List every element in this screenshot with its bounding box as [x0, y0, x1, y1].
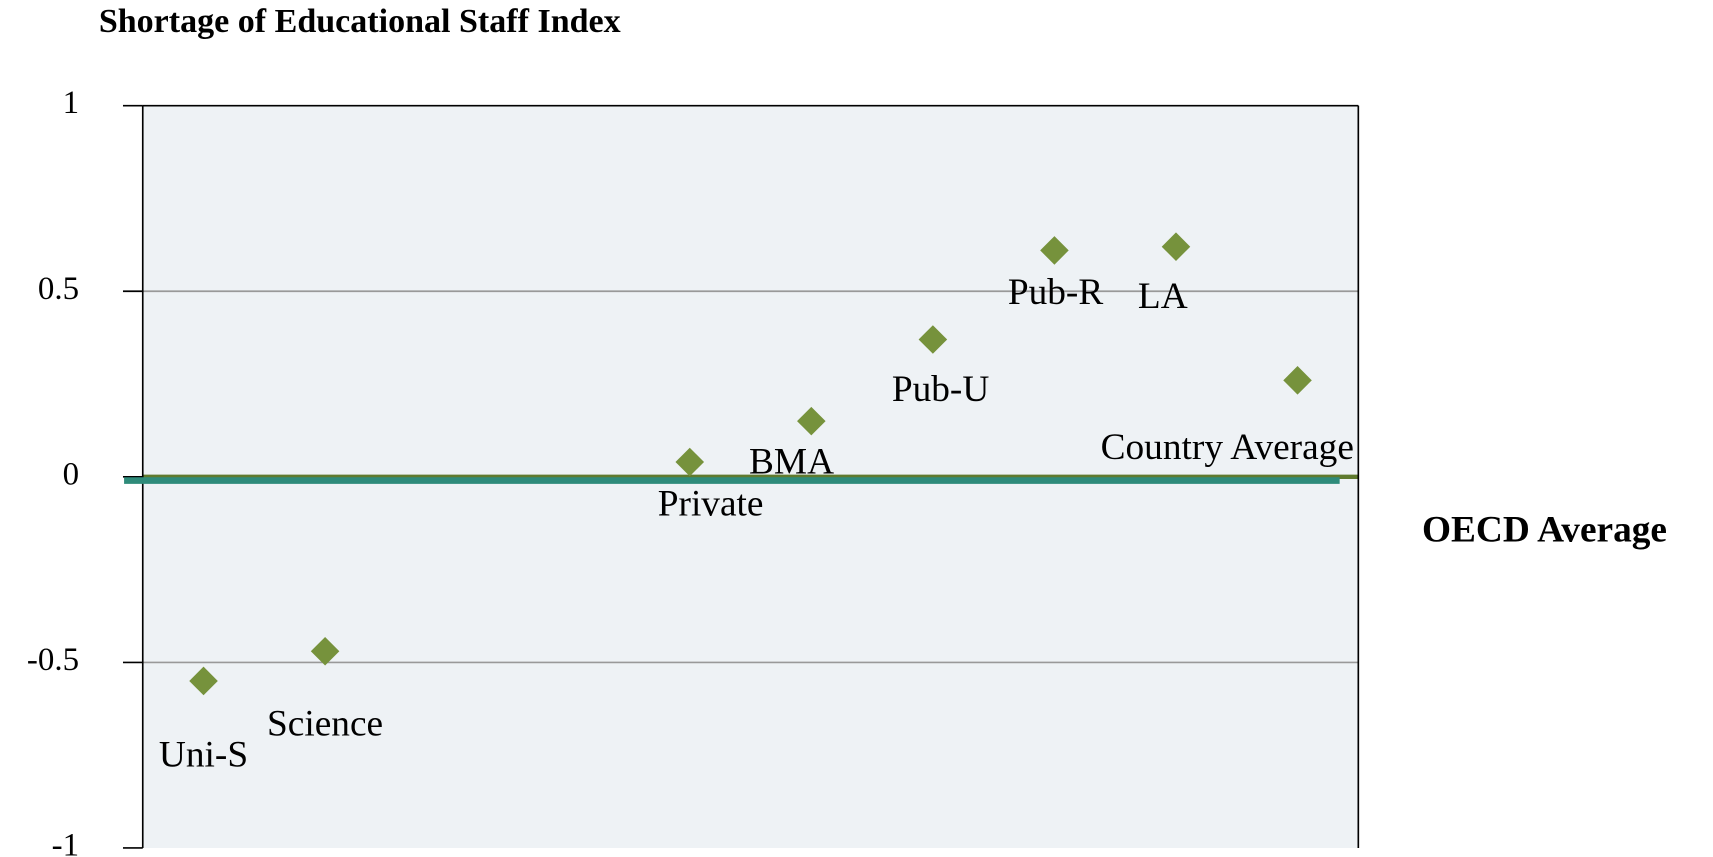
point-label: LA: [1138, 276, 1188, 317]
point-label: Pub-U: [892, 369, 990, 410]
point-label: Pub-R: [1008, 272, 1104, 313]
point-label: Science: [267, 704, 383, 745]
y-tick-label: -1: [52, 828, 79, 857]
point: [797, 406, 826, 436]
point-label: Uni-S: [159, 734, 248, 775]
point: [675, 447, 705, 477]
point-label: BMA: [749, 442, 834, 483]
point: [310, 636, 340, 666]
point-label: Country Average: [1101, 427, 1354, 468]
point: [1161, 232, 1191, 261]
chart-title: Shortage of Educational Staff Index: [99, 3, 621, 40]
y-tick-label: 0.5: [38, 271, 79, 307]
point: [189, 666, 218, 696]
y-tick-label: -0.5: [27, 642, 79, 678]
y-tick-label: 0: [63, 456, 79, 492]
point-label: Private: [658, 484, 764, 525]
point: [918, 325, 948, 354]
reference-label: OECD Average: [1422, 509, 1667, 550]
y-tick-label: 1: [63, 85, 79, 121]
